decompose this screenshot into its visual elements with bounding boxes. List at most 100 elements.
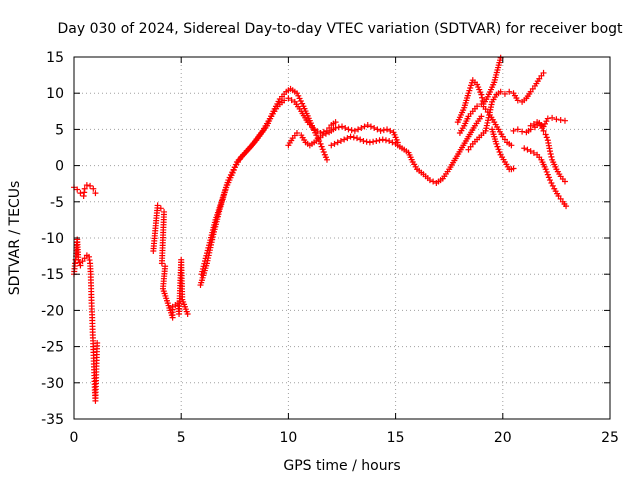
y-tick-label: -15 (41, 267, 64, 283)
data-point (331, 140, 338, 147)
series-seg-late-a (454, 54, 504, 126)
data-point (557, 116, 564, 123)
data-point (154, 202, 161, 209)
data-point (225, 177, 232, 184)
data-point (379, 136, 386, 143)
data-point (384, 126, 391, 133)
data-point (319, 146, 326, 153)
data-point (389, 139, 396, 146)
y-tick-label: -25 (41, 340, 64, 356)
data-point (314, 135, 321, 142)
x-tick-label: 20 (494, 430, 512, 446)
data-point (374, 126, 381, 133)
data-point (361, 123, 368, 130)
y-tick-label: 0 (55, 159, 64, 175)
data-point (87, 182, 94, 189)
data-point (508, 142, 515, 149)
data-point (468, 82, 475, 89)
data-point (546, 148, 553, 155)
data-point (230, 166, 237, 173)
data-point (530, 149, 537, 156)
data-point (205, 244, 212, 251)
data-point (494, 143, 501, 150)
data-point (198, 271, 205, 278)
data-point (366, 139, 373, 146)
data-point (229, 169, 236, 176)
data-point (430, 178, 437, 185)
data-point (347, 133, 354, 140)
data-point (351, 127, 358, 134)
data-point (466, 87, 473, 94)
series-seg-late-g (527, 114, 568, 130)
data-point (350, 134, 357, 141)
data-point (83, 182, 90, 189)
chart-title: Day 030 of 2024, Sidereal Day-to-day VTE… (57, 21, 623, 37)
x-axis-label: GPS time / hours (283, 458, 400, 474)
data-point (501, 90, 508, 97)
data-point (199, 265, 206, 272)
series-seg-mid-scatter (150, 202, 191, 321)
data-point (319, 132, 326, 139)
data-point (317, 140, 324, 147)
data-point (553, 116, 560, 123)
y-tick-label: 15 (46, 50, 64, 66)
data-point (201, 260, 208, 267)
data-point (92, 190, 99, 197)
data-point (376, 137, 383, 144)
data-point (549, 182, 556, 189)
data-point (299, 100, 306, 107)
data-point (75, 256, 82, 263)
y-tick-label: 10 (46, 86, 64, 102)
x-tick-label: 15 (387, 430, 405, 446)
data-point (426, 177, 433, 184)
data-point (77, 190, 84, 197)
data-point (387, 127, 394, 134)
data-point (364, 122, 371, 129)
x-tick-label: 5 (177, 430, 186, 446)
data-point (293, 90, 300, 97)
data-point (357, 136, 364, 143)
data-point (514, 97, 521, 104)
data-point (360, 137, 367, 144)
data-point (543, 134, 550, 141)
data-point (201, 258, 208, 265)
data-point (296, 95, 303, 102)
data-point (94, 339, 101, 346)
data-point (540, 69, 547, 76)
data-point (314, 128, 321, 135)
data-point (548, 153, 555, 160)
data-point (548, 179, 555, 186)
series-seg-late-f (521, 145, 570, 210)
data-point (530, 120, 537, 127)
data-point (373, 137, 380, 144)
data-point (337, 137, 344, 144)
data-point (345, 126, 352, 133)
data-point (355, 126, 362, 133)
data-point (335, 124, 342, 131)
data-point (467, 84, 474, 91)
data-point (348, 127, 355, 134)
data-point (547, 151, 554, 158)
data-point (76, 259, 83, 266)
y-tick-label: -10 (41, 231, 64, 247)
data-point (524, 146, 531, 153)
data-point (474, 103, 481, 110)
data-point (285, 95, 292, 102)
data-point (358, 124, 365, 131)
data-point (519, 128, 526, 135)
data-point (514, 126, 521, 133)
data-point (342, 124, 349, 131)
data-point (199, 268, 206, 275)
data-point (510, 127, 517, 134)
data-point (478, 91, 485, 98)
series-seg-late-e (510, 119, 568, 185)
data-point (90, 185, 97, 192)
data-point (311, 126, 318, 133)
x-tick-label: 0 (70, 430, 79, 446)
data-point (544, 115, 551, 122)
data-point (371, 124, 378, 131)
data-point (545, 174, 552, 181)
data-point (493, 140, 500, 147)
data-point (202, 255, 209, 262)
data-point (332, 119, 339, 126)
